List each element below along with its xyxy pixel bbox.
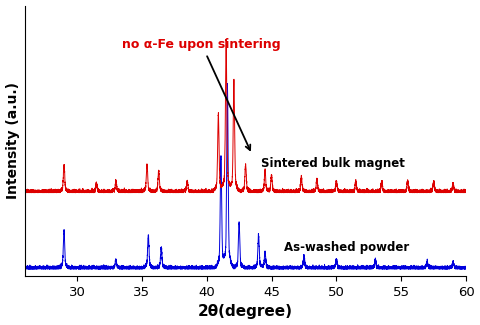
X-axis label: 2θ(degree): 2θ(degree) — [198, 305, 293, 319]
Text: As-washed powder: As-washed powder — [285, 240, 410, 254]
Y-axis label: Intensity (a.u.): Intensity (a.u.) — [6, 82, 20, 199]
Text: Sintered bulk magnet: Sintered bulk magnet — [261, 157, 405, 170]
Text: no α-Fe upon sintering: no α-Fe upon sintering — [122, 38, 281, 150]
